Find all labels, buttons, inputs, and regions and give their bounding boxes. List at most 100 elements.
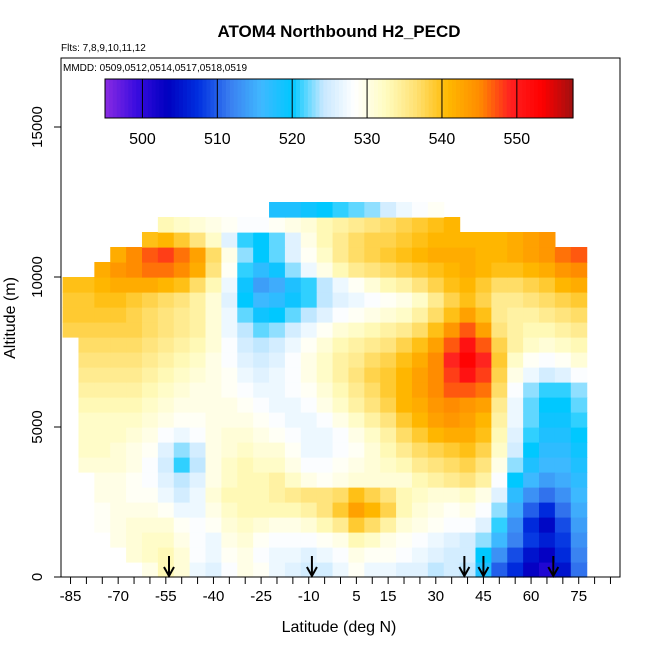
heatmap-cell	[348, 457, 365, 473]
heatmap-cell	[141, 562, 159, 578]
heatmap-cell	[205, 412, 222, 428]
colorbar-segment	[409, 79, 414, 118]
heatmap-cell	[427, 487, 445, 503]
heatmap-cell	[221, 277, 238, 293]
heatmap-cell	[189, 547, 207, 563]
heatmap-cell	[411, 202, 429, 218]
colorbar-tick-label: 510	[204, 131, 231, 148]
colorbar-segment	[296, 79, 301, 118]
heatmap-cell	[189, 277, 207, 293]
x-tick-label: -85	[60, 588, 82, 605]
heatmap-cell	[411, 382, 429, 398]
heatmap-cell	[221, 367, 238, 383]
colorbar-segment	[249, 79, 254, 118]
heatmap-cell	[396, 382, 413, 398]
heatmap-cell	[94, 307, 111, 323]
heatmap-cell	[221, 502, 238, 518]
heatmap-cell	[364, 472, 381, 488]
colorbar-segment	[155, 79, 161, 118]
heatmap-cell	[126, 307, 143, 323]
heatmap-cell	[539, 457, 556, 473]
colorbar-segment	[229, 79, 235, 118]
heatmap-cell	[221, 457, 238, 473]
profile-arrow	[163, 556, 175, 579]
heatmap-cell	[269, 232, 286, 248]
heatmap-cell	[332, 202, 350, 218]
colorbar-segment	[463, 79, 469, 118]
heatmap-cell	[237, 232, 254, 248]
heatmap-cell	[110, 532, 127, 548]
heatmap-cell	[491, 352, 508, 368]
heatmap-cell	[126, 532, 143, 548]
heatmap-cell	[94, 277, 111, 293]
heatmap-cell	[364, 412, 381, 428]
heatmap-cell	[316, 217, 334, 233]
heatmap-cell	[443, 427, 461, 443]
heatmap-cell	[459, 232, 477, 248]
y-tick-label: 10000	[29, 256, 46, 298]
heatmap-cell	[396, 517, 413, 533]
heatmap-cell	[427, 502, 445, 518]
heatmap-cell	[523, 292, 540, 308]
colorbar-segment	[545, 79, 551, 118]
colorbar-segment	[151, 79, 157, 118]
heatmap-cell	[300, 262, 318, 278]
colorbar-segment	[241, 79, 246, 118]
heatmap-cell	[205, 277, 222, 293]
heatmap-cell	[443, 322, 461, 338]
heatmap-cell	[411, 292, 429, 308]
heatmap-cell	[475, 442, 492, 458]
x-tick-label: -25	[250, 588, 272, 605]
colorbar-segment	[561, 79, 566, 118]
heatmap-cell	[284, 352, 302, 368]
heatmap-cell	[284, 367, 302, 383]
colorbar-segment	[471, 79, 477, 118]
heatmap-cell	[316, 277, 334, 293]
heatmap-cell	[491, 382, 508, 398]
heatmap-cell	[427, 412, 445, 428]
heatmap-cell	[316, 562, 334, 578]
heatmap-cell	[570, 262, 588, 278]
heatmap-cell	[523, 487, 540, 503]
heatmap-cell	[411, 307, 429, 323]
heatmap-cell	[459, 412, 477, 428]
heatmap-cell	[539, 352, 556, 368]
heatmap-cell	[141, 487, 159, 503]
colorbar-segment	[159, 79, 165, 118]
heatmap-cell	[411, 457, 429, 473]
heatmap-cell	[523, 232, 540, 248]
heatmap-cell	[411, 532, 429, 548]
heatmap-cell	[284, 547, 302, 563]
heatmap-cell	[554, 337, 572, 353]
heatmap-cell	[443, 442, 461, 458]
heatmap-cell	[459, 322, 477, 338]
y-tick-label: 0	[29, 573, 46, 581]
heatmap-cell	[253, 427, 270, 443]
heatmap-cell	[443, 337, 461, 353]
heatmap-cell	[523, 397, 540, 413]
heatmap-cell	[523, 517, 540, 533]
heatmap-cell	[507, 397, 524, 413]
heatmap-cell	[221, 292, 238, 308]
heatmap-cell	[316, 307, 334, 323]
heatmap-cell	[141, 442, 159, 458]
heatmap-cell	[364, 217, 381, 233]
colorbar-segment	[495, 79, 500, 118]
heatmap-cell	[539, 547, 556, 563]
colorbar-tick-label: 540	[429, 131, 456, 148]
heatmap-cell	[523, 472, 540, 488]
heatmap-cell	[110, 502, 127, 518]
heatmap-cell	[173, 397, 191, 413]
heatmap-cell	[173, 412, 191, 428]
heatmap-cell	[427, 367, 445, 383]
heatmap-cell	[205, 562, 222, 578]
heatmap-cell	[173, 502, 191, 518]
heatmap-cell	[507, 337, 524, 353]
heatmap-cell	[94, 322, 111, 338]
heatmap-cell	[507, 457, 524, 473]
colorbar-segment	[264, 79, 270, 118]
heatmap-cell	[284, 307, 302, 323]
x-tick-label: 5	[352, 588, 360, 605]
heatmap-cell	[475, 232, 492, 248]
heatmap-cell	[427, 457, 445, 473]
